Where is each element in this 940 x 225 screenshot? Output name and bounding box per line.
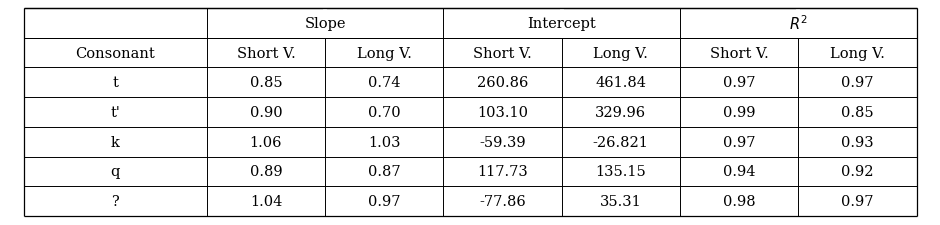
Text: 0.97: 0.97	[368, 194, 400, 208]
Text: Short V.: Short V.	[237, 46, 295, 60]
Text: 0.70: 0.70	[368, 106, 400, 119]
Text: Short V.: Short V.	[710, 46, 769, 60]
Text: 135.15: 135.15	[595, 165, 646, 179]
Text: 0.74: 0.74	[368, 76, 400, 90]
Text: 0.92: 0.92	[841, 165, 873, 179]
Text: Intercept: Intercept	[527, 17, 596, 31]
Text: Short V.: Short V.	[473, 46, 532, 60]
Text: Slope: Slope	[305, 17, 346, 31]
Text: 0.85: 0.85	[841, 106, 873, 119]
Text: k: k	[111, 135, 119, 149]
Text: t': t'	[110, 106, 120, 119]
Text: q: q	[111, 165, 120, 179]
Text: 461.84: 461.84	[595, 76, 647, 90]
Text: 0.97: 0.97	[841, 76, 873, 90]
Text: -59.39: -59.39	[479, 135, 525, 149]
Text: Long V.: Long V.	[593, 46, 649, 60]
Text: 0.97: 0.97	[723, 135, 756, 149]
Text: ?: ?	[111, 194, 119, 208]
Text: Long V.: Long V.	[357, 46, 412, 60]
Text: 103.10: 103.10	[477, 106, 528, 119]
Text: 1.03: 1.03	[368, 135, 400, 149]
Text: 0.89: 0.89	[250, 165, 282, 179]
Text: 0.99: 0.99	[723, 106, 756, 119]
Text: 1.06: 1.06	[250, 135, 282, 149]
Text: 0.87: 0.87	[368, 165, 400, 179]
Text: -26.821: -26.821	[593, 135, 649, 149]
Text: 0.85: 0.85	[250, 76, 282, 90]
Text: 0.94: 0.94	[723, 165, 756, 179]
Text: 0.97: 0.97	[723, 76, 756, 90]
Text: 0.90: 0.90	[250, 106, 282, 119]
Text: -77.86: -77.86	[479, 194, 525, 208]
Text: Consonant: Consonant	[75, 46, 155, 60]
Text: 0.97: 0.97	[841, 194, 873, 208]
Text: 35.31: 35.31	[600, 194, 642, 208]
Text: 329.96: 329.96	[595, 106, 647, 119]
Text: 0.93: 0.93	[841, 135, 873, 149]
Text: 117.73: 117.73	[478, 165, 528, 179]
Text: 0.98: 0.98	[723, 194, 756, 208]
Text: $R^2$: $R^2$	[789, 14, 807, 33]
Text: 1.04: 1.04	[250, 194, 282, 208]
Text: Long V.: Long V.	[830, 46, 885, 60]
Text: t: t	[112, 76, 118, 90]
Text: 260.86: 260.86	[477, 76, 528, 90]
